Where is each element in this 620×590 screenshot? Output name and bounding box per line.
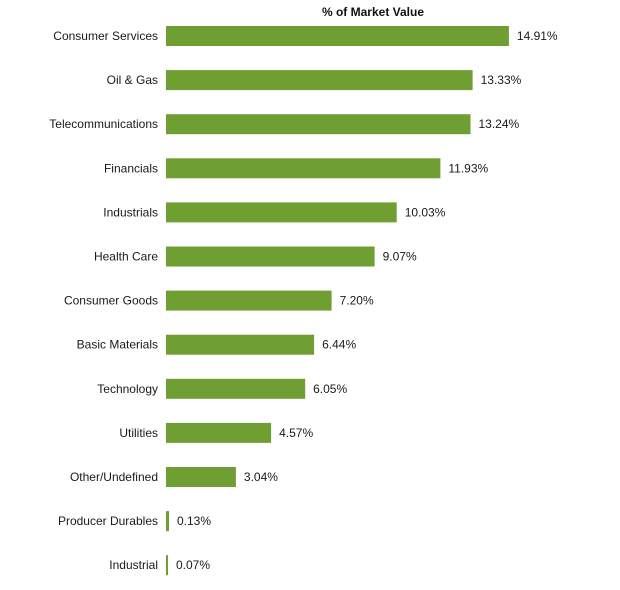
bar-7 xyxy=(166,334,315,355)
value-label-12: 0.07% xyxy=(176,558,210,572)
bar-10 xyxy=(166,467,236,487)
category-label-10: Other/Undefined xyxy=(70,470,158,484)
value-label-2: 13.24% xyxy=(479,117,520,131)
value-label-4: 10.03% xyxy=(405,205,446,219)
category-label-2: Telecommunications xyxy=(49,117,158,131)
category-label-6: Consumer Goods xyxy=(64,294,158,308)
value-label-0: 14.91% xyxy=(517,29,558,43)
value-label-9: 4.57% xyxy=(279,426,313,440)
value-label-1: 13.33% xyxy=(481,73,522,87)
value-label-3: 11.93% xyxy=(448,161,488,175)
category-label-9: Utilities xyxy=(119,426,158,440)
value-label-8: 6.05% xyxy=(313,382,347,396)
value-label-11: 0.13% xyxy=(177,514,211,528)
category-label-8: Technology xyxy=(97,382,158,396)
bar-8 xyxy=(166,378,306,399)
category-label-5: Health Care xyxy=(94,250,158,264)
category-label-4: Industrials xyxy=(103,205,158,219)
chart-title: % of Market Value xyxy=(322,5,424,19)
bar-5 xyxy=(166,246,375,267)
bar-12 xyxy=(166,555,168,576)
bar-9 xyxy=(166,422,272,443)
bar-2 xyxy=(166,114,471,135)
bar-1 xyxy=(166,70,473,91)
value-label-6: 7.20% xyxy=(340,294,374,308)
category-label-0: Consumer Services xyxy=(53,29,158,43)
category-label-7: Basic Materials xyxy=(77,338,158,352)
category-labels-group: Consumer Services Oil & Gas Telecommunicat… xyxy=(49,29,158,572)
bar-11 xyxy=(166,511,169,532)
bars-group xyxy=(166,26,509,576)
value-label-10: 3.04% xyxy=(244,470,278,484)
bar-4 xyxy=(166,202,397,223)
category-label-11: Producer Durables xyxy=(58,514,158,528)
category-label-1: Oil & Gas xyxy=(107,73,158,87)
bar-3 xyxy=(166,158,441,179)
category-label-12: Industrial xyxy=(109,558,158,572)
value-label-5: 9.07% xyxy=(383,250,417,264)
bar-6 xyxy=(166,290,332,311)
value-label-7: 6.44% xyxy=(322,338,356,352)
value-labels-group: 14.91% 13.33% 13.24% 11.93% 10.03% 9.07% 7.20%… xyxy=(176,29,558,572)
bar-0 xyxy=(166,26,509,46)
category-label-3: Financials xyxy=(104,161,158,175)
